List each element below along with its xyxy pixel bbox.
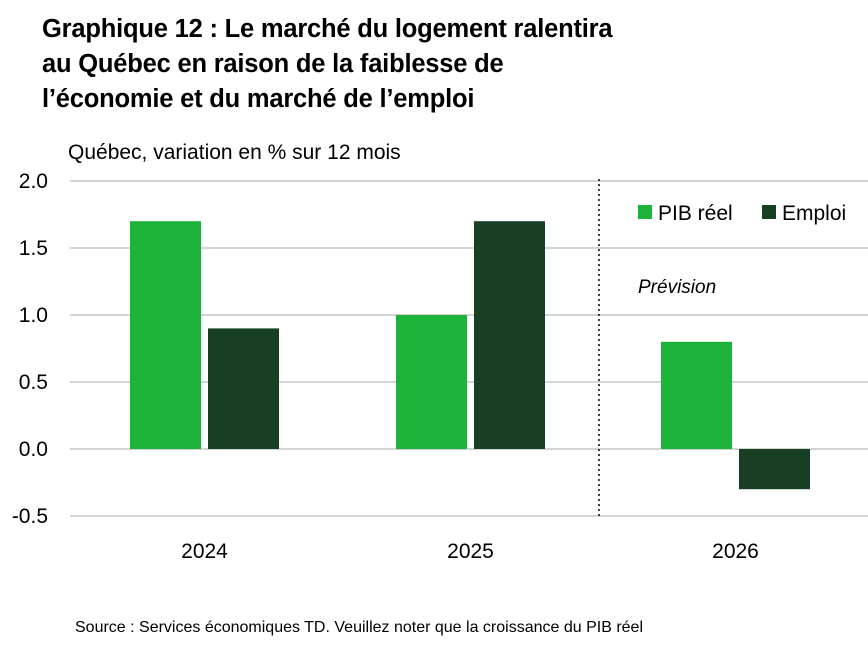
bar-pib-2025 [396, 315, 467, 449]
title-line-2: au Québec en raison de la faiblesse de [42, 50, 504, 78]
bar-emploi-2025 [474, 221, 545, 449]
x-tick-label-2024: 2024 [181, 540, 228, 563]
source-note: Source : Services économiques TD. Veuill… [75, 619, 643, 636]
chart-title: Graphique 12 : Le marché du logement ral… [42, 12, 842, 117]
bar-pib-2026 [661, 341, 732, 449]
legend-swatch-pib [638, 205, 652, 219]
title-line-1: Graphique 12 : Le marché du logement ral… [42, 15, 613, 43]
legend-label-pib: PIB réel [658, 202, 733, 225]
x-tick-label-2025: 2025 [447, 540, 494, 563]
y-tick-label: 1.0 [19, 304, 48, 327]
bar-emploi-2026 [739, 449, 810, 490]
chart-subtitle: Québec, variation en % sur 12 mois [68, 141, 401, 164]
title-line-3: l’économie et du marché de l’emploi [42, 85, 475, 113]
bar-emploi-2024 [208, 328, 279, 449]
legend-label-emploi: Emploi [782, 202, 846, 225]
bar-pib-2024 [130, 221, 201, 449]
y-tick-label: -0.5 [12, 505, 48, 528]
y-tick-label: 0.5 [19, 371, 48, 394]
y-tick-label: 1.5 [19, 237, 48, 260]
y-tick-label: 2.0 [19, 170, 48, 193]
y-tick-label: 0.0 [19, 438, 48, 461]
x-tick-label-2026: 2026 [712, 540, 759, 563]
forecast-annotation: Prévision [638, 277, 716, 298]
bar-chart: 2.0 1.5 1.0 0.5 0.0 -0.5 2024 2025 2026 Prévision… [12, 170, 868, 563]
legend-swatch-emploi [762, 205, 776, 219]
